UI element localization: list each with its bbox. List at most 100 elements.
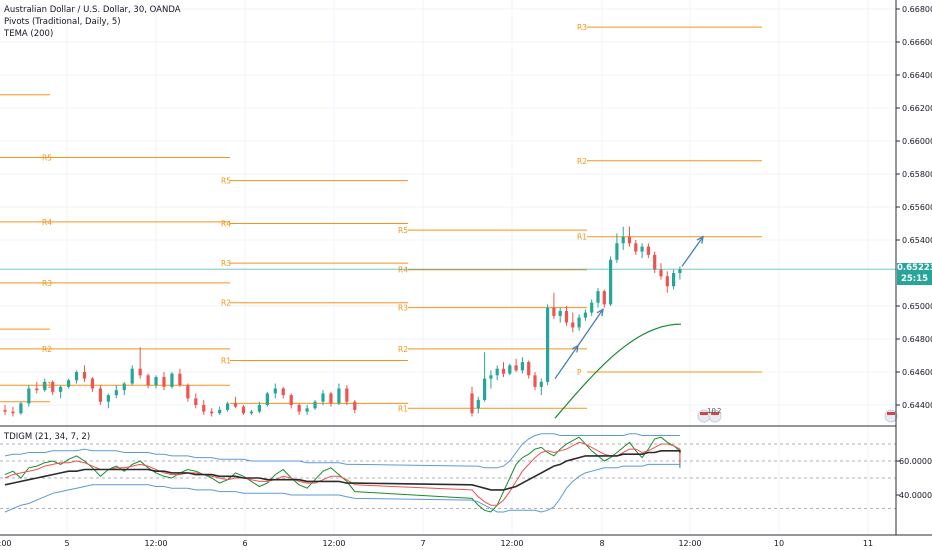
candle bbox=[501, 362, 506, 377]
candle bbox=[546, 304, 550, 386]
candle-body bbox=[596, 291, 600, 303]
candle bbox=[564, 306, 569, 326]
candle bbox=[489, 370, 493, 389]
pivot-label: R2 bbox=[42, 345, 52, 354]
candle-body bbox=[27, 388, 31, 404]
forecast-arrow bbox=[554, 345, 579, 379]
candle bbox=[82, 365, 87, 382]
candle bbox=[558, 307, 562, 323]
candle bbox=[602, 289, 606, 308]
event-count-label: 2 bbox=[717, 407, 721, 415]
indicator-series bbox=[4, 433, 680, 469]
tema-path bbox=[554, 323, 682, 419]
time-tick-label: 12:00 bbox=[144, 539, 167, 548]
candle bbox=[130, 365, 134, 386]
candle-body bbox=[194, 398, 198, 405]
candle-body bbox=[257, 405, 261, 412]
tema-line bbox=[554, 323, 682, 419]
forecast-arrow bbox=[681, 236, 704, 267]
candle bbox=[257, 401, 261, 414]
candle bbox=[114, 385, 118, 399]
legend-pivots[interactable]: Pivots (Traditional, Daily, 5) bbox=[4, 17, 121, 27]
time-tick-label: 12:00 bbox=[0, 539, 12, 548]
price-tick-label: 0.66000 bbox=[902, 137, 932, 146]
pivot-levels: R5 R4 R3 R2 R1 R5 R4 R3 R2 R1 R5 R4 R3 R2 R1 R3 R2 R1 P bbox=[0, 23, 762, 413]
pivot-label: R2 bbox=[577, 157, 587, 166]
time-tick-label: 8 bbox=[599, 539, 604, 548]
candle-body bbox=[186, 385, 190, 399]
forecast-arrow-head bbox=[696, 235, 704, 244]
candle bbox=[646, 243, 650, 259]
candle-body bbox=[98, 388, 102, 402]
candle bbox=[508, 363, 512, 376]
legend-symbol[interactable]: Australian Dollar / U.S. Dollar, 30, OAN… bbox=[4, 5, 181, 15]
candle-body bbox=[106, 395, 110, 402]
candle-body bbox=[665, 276, 669, 287]
indicator-pane bbox=[0, 433, 896, 513]
candle-body bbox=[43, 381, 47, 391]
candle bbox=[74, 370, 79, 384]
candle bbox=[345, 385, 349, 405]
time-tick-label: 12:00 bbox=[322, 539, 345, 548]
candle-body bbox=[653, 254, 657, 270]
candle bbox=[35, 381, 39, 394]
candle bbox=[321, 390, 325, 405]
candle bbox=[653, 251, 657, 273]
candle bbox=[3, 405, 7, 415]
candle bbox=[577, 314, 581, 331]
time-axis[interactable]: 5 12:00 6 12:00 7 12:00 8 12:00 10 11 12:00 bbox=[0, 534, 932, 548]
candle bbox=[90, 376, 95, 392]
event-icons[interactable]: 10 2 bbox=[697, 407, 898, 423]
price-axis[interactable]: 0.66800 0.66600 0.66400 0.66200 0.66000 0.658… bbox=[895, 0, 932, 535]
candle-body bbox=[297, 405, 301, 412]
candle-body bbox=[146, 375, 150, 386]
pivot-label: R3 bbox=[42, 279, 52, 288]
candle-body bbox=[345, 388, 349, 402]
candle bbox=[186, 383, 190, 402]
candle bbox=[627, 226, 632, 247]
candle-body bbox=[90, 378, 95, 389]
candle-body bbox=[634, 243, 638, 252]
candle bbox=[241, 405, 246, 415]
candle bbox=[615, 233, 619, 264]
candle bbox=[218, 406, 222, 415]
pivot-label: R3 bbox=[221, 259, 231, 268]
legend-indicator[interactable]: TDIGM (21, 34, 7, 2) bbox=[4, 432, 91, 442]
candle-body bbox=[571, 322, 575, 328]
candle-body bbox=[162, 376, 166, 387]
candle-body bbox=[202, 405, 206, 412]
countdown-badge: 25:15 bbox=[897, 274, 932, 285]
candle bbox=[495, 365, 499, 381]
candle bbox=[51, 380, 55, 396]
candle bbox=[634, 240, 638, 255]
candle-body bbox=[35, 388, 39, 391]
candle-body bbox=[508, 365, 512, 374]
time-tick-label: 5 bbox=[64, 539, 69, 548]
candle-body bbox=[539, 381, 543, 387]
candle bbox=[520, 357, 524, 374]
pivot-label: R1 bbox=[398, 404, 408, 413]
candle-body bbox=[646, 246, 650, 255]
candle bbox=[596, 287, 600, 308]
candle bbox=[289, 393, 293, 409]
indicator-tick-label: 60.00000 bbox=[899, 457, 932, 466]
candle bbox=[233, 396, 238, 409]
candle bbox=[281, 386, 285, 399]
time-tick-label: 10 bbox=[774, 539, 784, 548]
candle-body bbox=[552, 307, 556, 316]
candle-body bbox=[501, 368, 506, 374]
candle-body bbox=[546, 307, 550, 382]
candle-body bbox=[82, 372, 87, 379]
candle bbox=[297, 403, 301, 415]
pivot-label: R1 bbox=[42, 381, 52, 390]
candle bbox=[305, 405, 309, 415]
candle-body bbox=[583, 312, 587, 318]
legend-tema[interactable]: TEMA (200) bbox=[4, 29, 54, 39]
candle bbox=[470, 386, 474, 417]
price-tick-label: 0.65800 bbox=[902, 170, 932, 179]
candle-body bbox=[621, 236, 625, 244]
candle bbox=[170, 372, 174, 389]
candle bbox=[313, 400, 317, 410]
candle-body bbox=[67, 380, 71, 387]
